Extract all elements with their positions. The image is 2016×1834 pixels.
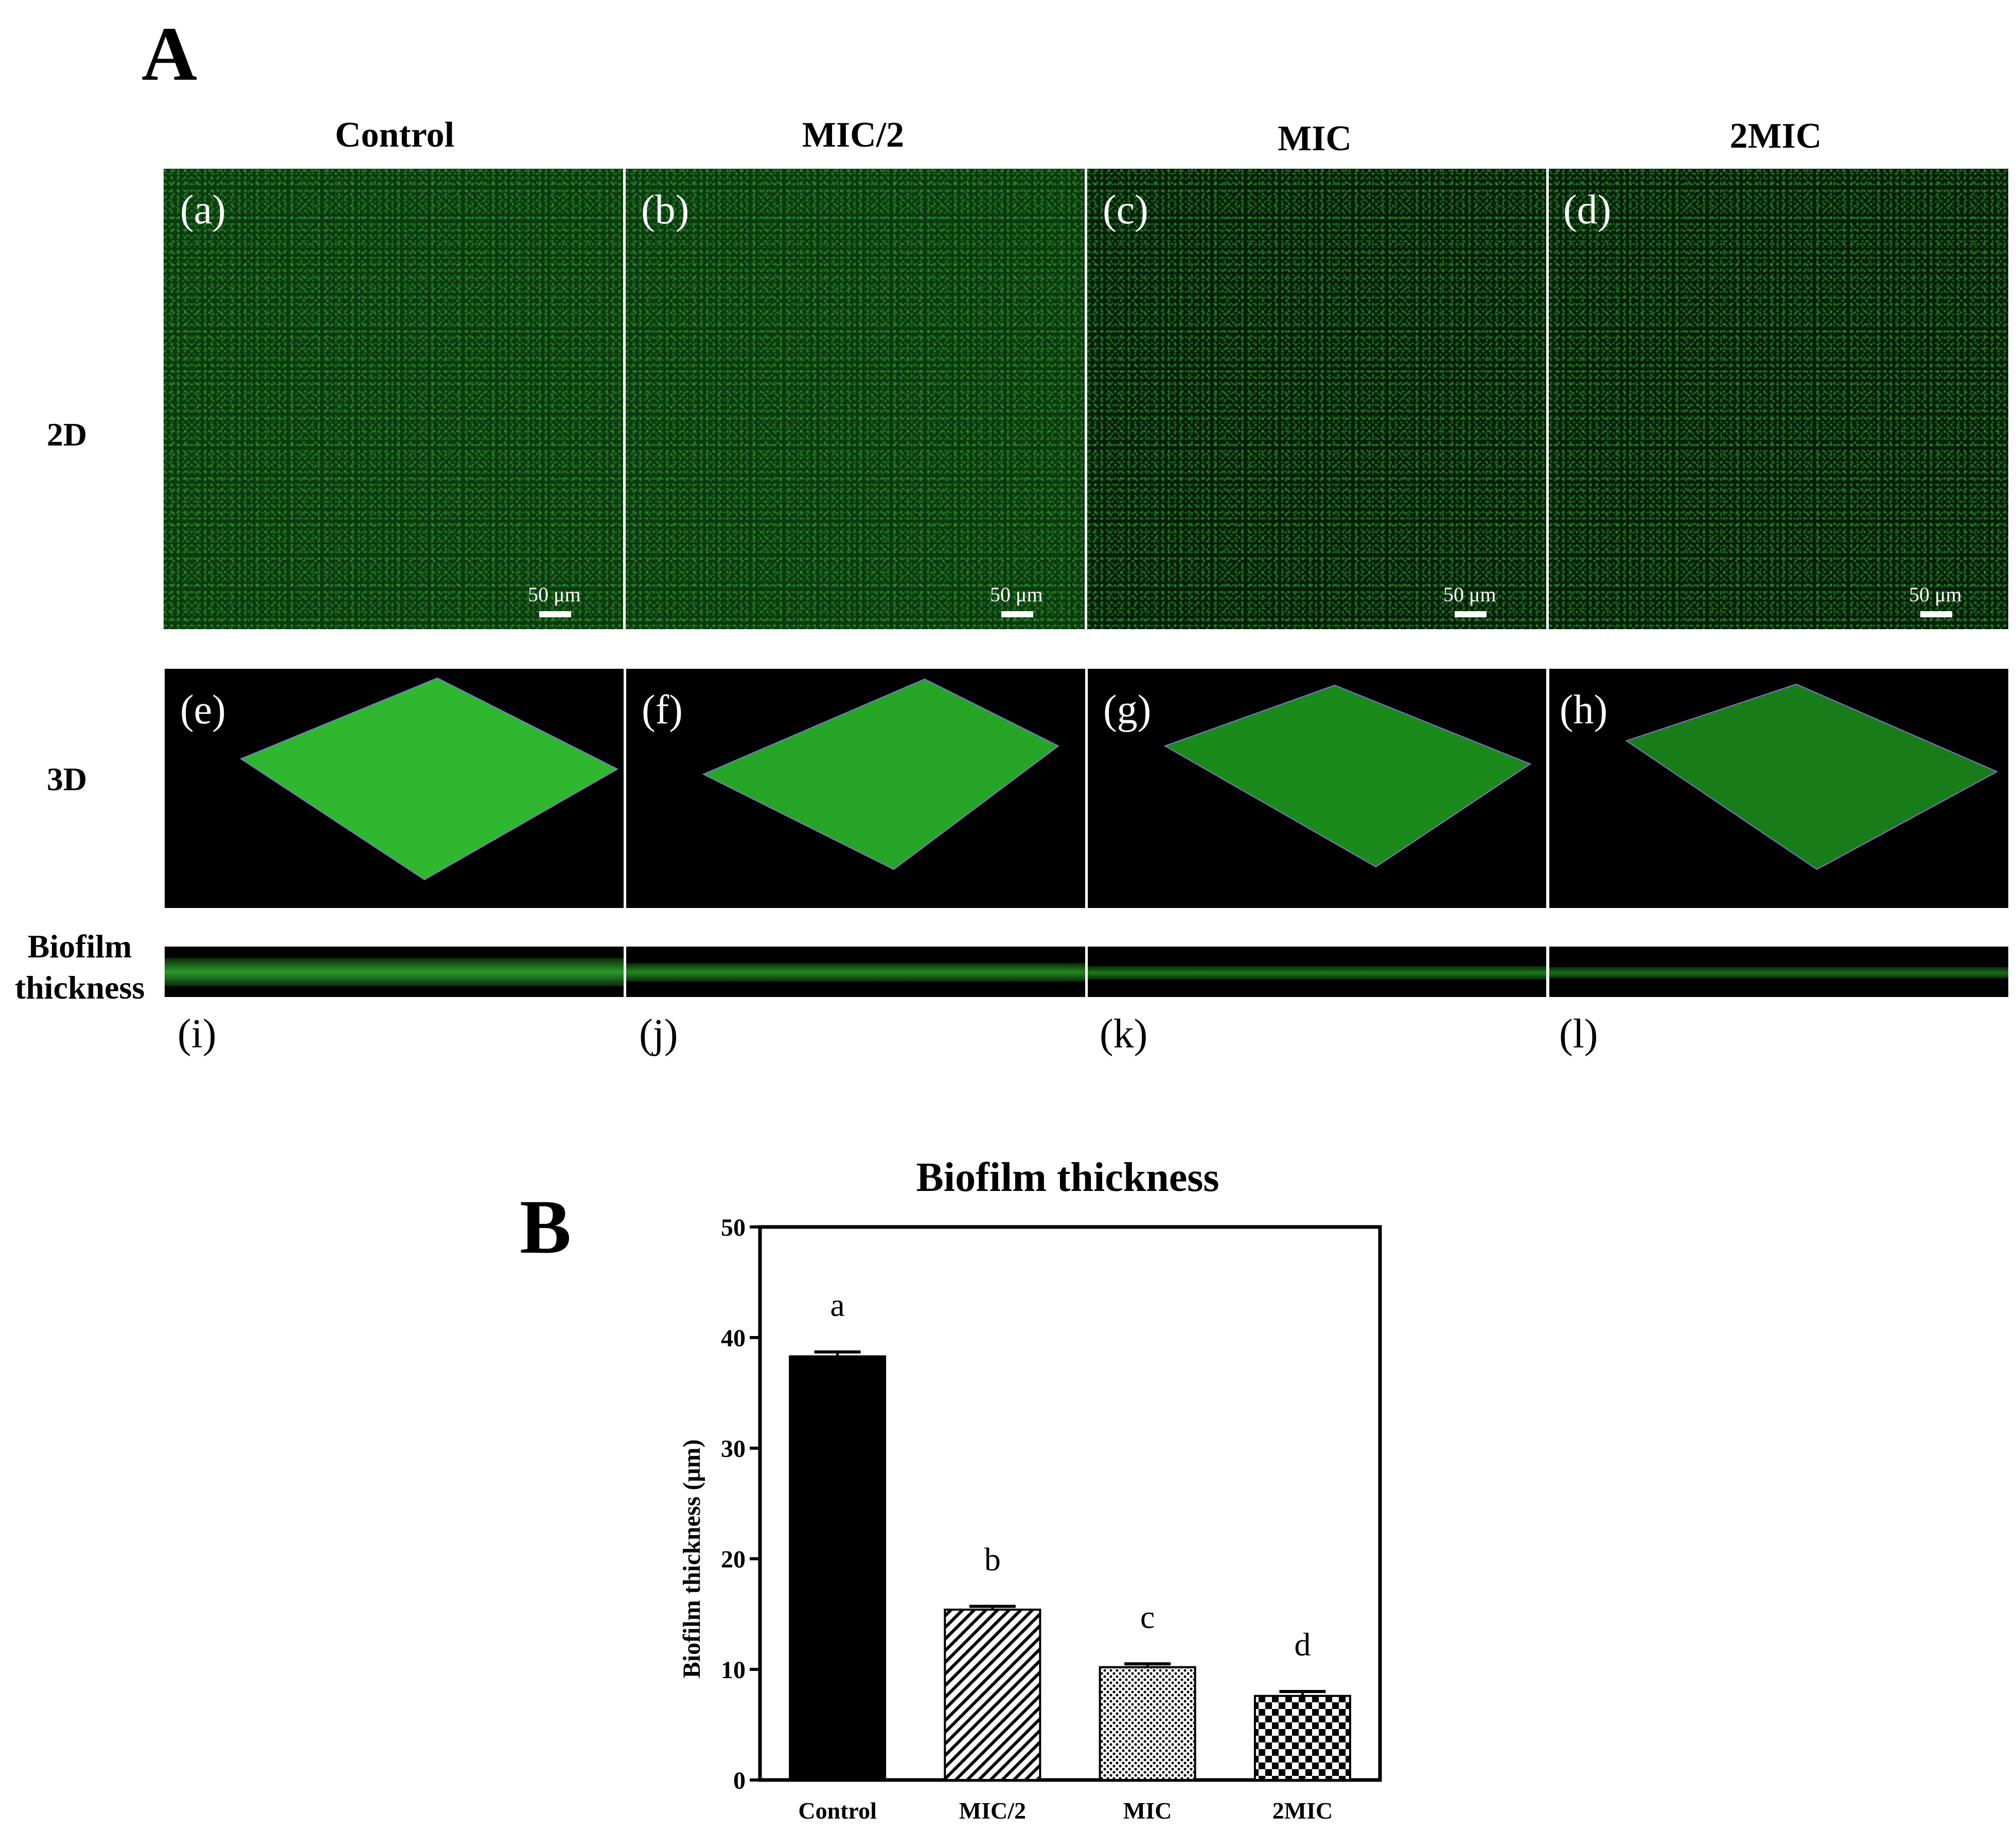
panel-b-letter: B bbox=[520, 1184, 572, 1270]
significance-letter: a bbox=[830, 1287, 844, 1323]
plot-frame bbox=[758, 1225, 1382, 1782]
render-3d-graphic bbox=[1163, 684, 1532, 868]
x-tick-label: Control bbox=[798, 1797, 877, 1824]
sublabel-d: (d) bbox=[1563, 187, 1612, 233]
y-tick-label: 10 bbox=[721, 1657, 746, 1684]
render-3d-graphic bbox=[702, 678, 1059, 870]
sublabel-c: (c) bbox=[1103, 187, 1148, 233]
chart-title: Biofilm thickness bbox=[916, 1155, 1219, 1200]
column-header-mic: MIC bbox=[1278, 119, 1352, 158]
row-header-thickness: Biofilm thickness bbox=[5, 926, 154, 1008]
sublabel-h: (h) bbox=[1560, 687, 1608, 733]
y-axis-ticks: 0 10 20 30 40 50 bbox=[721, 1214, 760, 1794]
bar-mic bbox=[1099, 1666, 1196, 1782]
render-3d-mic-half: (f) bbox=[626, 669, 1085, 908]
scale-bar-label: 50 μm bbox=[990, 583, 1043, 606]
significance-letter: c bbox=[1140, 1598, 1155, 1635]
scale-bar-label: 50 μm bbox=[1443, 583, 1496, 606]
scale-bar bbox=[539, 611, 571, 617]
bar-control bbox=[789, 1355, 887, 1781]
render-3d-mic: (g) bbox=[1088, 669, 1546, 908]
column-header-control: Control bbox=[334, 115, 455, 155]
thickness-band bbox=[1088, 966, 1546, 980]
micrograph-2d-2mic: (d) 50 μm bbox=[1549, 169, 2008, 629]
sublabel-i: (i) bbox=[178, 1011, 217, 1057]
bar-mic-2 bbox=[944, 1608, 1041, 1782]
x-tick-label: MIC/2 bbox=[959, 1797, 1026, 1824]
thickness-slice-2mic bbox=[1549, 947, 2008, 997]
sublabel-b: (b) bbox=[641, 187, 689, 233]
micrograph-2d-mic: (c) 50 μm bbox=[1087, 169, 1546, 629]
thickness-slice-mic bbox=[1088, 947, 1546, 997]
significance-letter: b bbox=[984, 1541, 1001, 1577]
render-3d-2mic: (h) bbox=[1549, 669, 2008, 908]
thickness-slice-mic-half bbox=[626, 947, 1085, 997]
sublabel-f: (f) bbox=[642, 687, 683, 733]
y-tick-label: 20 bbox=[721, 1546, 746, 1573]
render-3d-control: (e) bbox=[165, 669, 624, 908]
row-header-2d: 2D bbox=[46, 416, 87, 453]
thickness-slice-control bbox=[165, 947, 624, 997]
row-header-thickness-line1: Biofilm bbox=[27, 928, 132, 965]
scale-bar-label: 50 μm bbox=[528, 583, 581, 606]
bar-chart: Biofilm thickness Biofilm thickness (μm)… bbox=[678, 1155, 1382, 1824]
x-tick-label: MIC bbox=[1123, 1797, 1172, 1824]
significance-letter: d bbox=[1294, 1626, 1311, 1663]
scale-bar bbox=[1455, 611, 1487, 617]
sublabel-g: (g) bbox=[1103, 687, 1152, 733]
y-tick-label: 30 bbox=[721, 1435, 746, 1463]
bar-2mic bbox=[1253, 1695, 1351, 1781]
y-tick-label: 40 bbox=[721, 1325, 746, 1352]
micrograph-2d-mic-half: (b) 50 μm bbox=[626, 169, 1085, 629]
scale-bar-label: 50 μm bbox=[1909, 583, 1962, 606]
y-tick-label: 0 bbox=[733, 1767, 746, 1794]
thickness-band bbox=[1549, 967, 2008, 978]
sublabel-k: (k) bbox=[1100, 1011, 1148, 1057]
scale-bar bbox=[1001, 611, 1033, 617]
y-axis-label: Biofilm thickness (μm) bbox=[678, 1439, 705, 1679]
sublabel-a: (a) bbox=[180, 187, 226, 233]
x-tick-label: 2MIC bbox=[1272, 1797, 1333, 1824]
bars: a Control b MIC/2 c MIC d 2MIC bbox=[789, 1287, 1351, 1824]
column-header-2mic: 2MIC bbox=[1729, 116, 1822, 156]
sublabel-j: (j) bbox=[639, 1011, 678, 1057]
y-tick-label: 50 bbox=[721, 1214, 746, 1241]
column-header-mic-half: MIC/2 bbox=[802, 115, 905, 155]
sublabel-l: (l) bbox=[1559, 1011, 1598, 1057]
thickness-band bbox=[626, 963, 1085, 982]
micrograph-2d-control: (a) 50 μm bbox=[164, 169, 623, 629]
render-3d-graphic bbox=[1625, 683, 1999, 870]
scale-bar bbox=[1920, 611, 1952, 617]
sublabel-e: (e) bbox=[180, 687, 226, 733]
render-3d-graphic bbox=[239, 677, 619, 881]
row-header-thickness-line2: thickness bbox=[14, 969, 145, 1006]
panel-a-letter: A bbox=[142, 11, 198, 97]
thickness-band bbox=[165, 958, 624, 986]
row-header-3d: 3D bbox=[46, 761, 87, 797]
